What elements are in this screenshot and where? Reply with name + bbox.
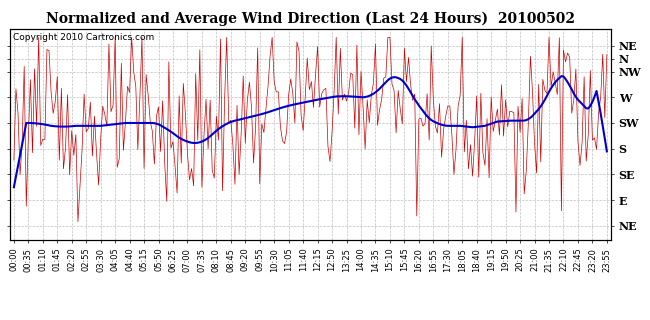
Text: Copyright 2010 Cartronics.com: Copyright 2010 Cartronics.com xyxy=(13,33,154,42)
Title: Normalized and Average Wind Direction (Last 24 Hours)  20100502: Normalized and Average Wind Direction (L… xyxy=(46,12,575,26)
